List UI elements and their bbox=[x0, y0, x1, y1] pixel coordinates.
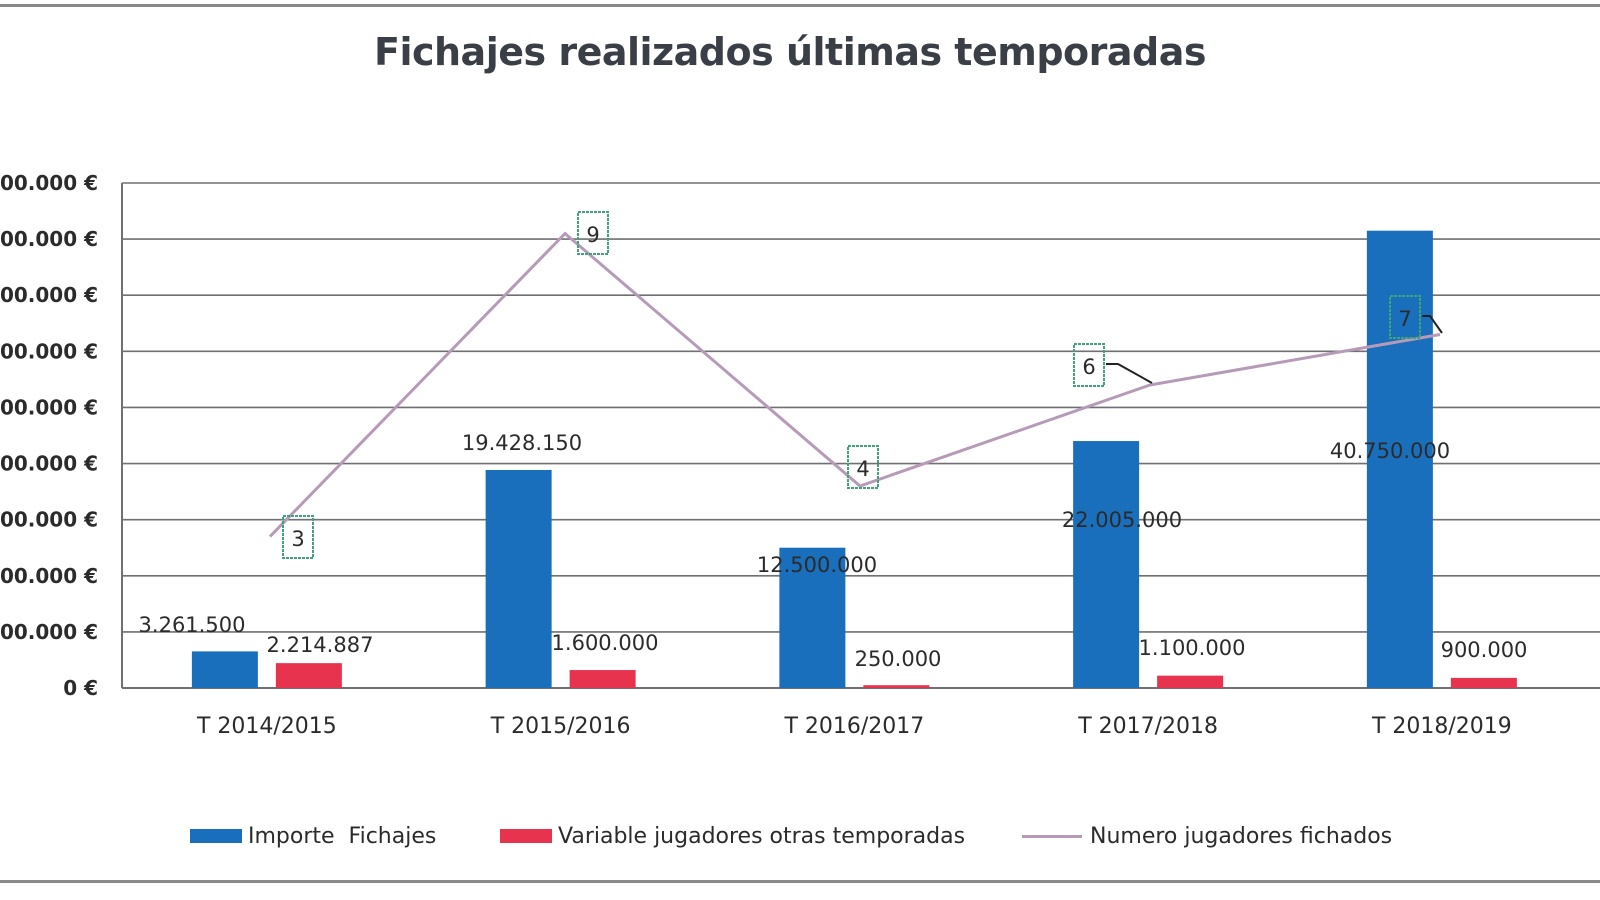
legend-item-numero: Numero jugadores fichados bbox=[1022, 820, 1392, 852]
bar-importe bbox=[485, 469, 552, 688]
gridlines bbox=[121, 182, 1600, 689]
x-tick-label: T 2018/2019 bbox=[1371, 714, 1512, 739]
leader-line bbox=[1422, 315, 1443, 334]
data-label-importe: 12.500.000 bbox=[757, 553, 877, 577]
x-axis-ticks: T 2014/2015 T 2015/2016 T 2016/2017 T 2017/… bbox=[196, 714, 1512, 739]
line-label-box bbox=[282, 515, 314, 559]
top-border bbox=[0, 4, 1600, 7]
line-label-box bbox=[577, 211, 609, 255]
data-label-variable: 1.100.000 bbox=[1139, 636, 1246, 660]
data-label-importe: 22.005.000 bbox=[1062, 508, 1182, 532]
legend: Importe Fichajes Variable jugadores otra… bbox=[0, 820, 1600, 852]
data-label-variable: 1.600.000 bbox=[552, 631, 659, 655]
x-tick-label: T 2016/2017 bbox=[783, 714, 924, 739]
data-label-variable: 900.000 bbox=[1441, 638, 1528, 662]
data-label-importe: 3.261.500 bbox=[139, 613, 246, 637]
data-label-numero: 3 bbox=[291, 527, 304, 551]
bar-importe bbox=[1366, 230, 1433, 688]
data-label-numero: 4 bbox=[856, 457, 869, 481]
x-tick-label: T 2017/2018 bbox=[1077, 714, 1218, 739]
data-label-variable: 2.214.887 bbox=[267, 633, 374, 657]
bar-importe bbox=[1073, 441, 1140, 688]
line-label-box bbox=[1389, 295, 1421, 339]
y-tick-label: 0 € bbox=[63, 676, 98, 700]
bar-variable bbox=[863, 685, 930, 688]
y-tick-label: 00.000 € bbox=[0, 564, 98, 588]
legend-item-importe: Importe Fichajes bbox=[190, 820, 436, 852]
legend-label: Numero jugadores fichados bbox=[1090, 823, 1393, 849]
bar-variable bbox=[275, 663, 342, 688]
bar-importe bbox=[779, 547, 846, 688]
legend-swatch-line bbox=[1022, 834, 1082, 838]
bar-series bbox=[191, 230, 1517, 688]
line-numero-jugadores bbox=[268, 231, 1441, 538]
line-label-box bbox=[847, 445, 879, 489]
x-tick-label: T 2015/2016 bbox=[490, 714, 631, 739]
legend-label: Variable jugadores otras temporadas bbox=[558, 823, 966, 849]
bar-variable bbox=[569, 670, 636, 688]
legend-swatch-red bbox=[500, 829, 552, 843]
y-tick-label: 00.000 € bbox=[0, 339, 98, 363]
y-tick-label: 00.000 € bbox=[0, 395, 98, 419]
legend-swatch-blue bbox=[190, 829, 242, 843]
y-tick-label: 00.000 € bbox=[0, 283, 98, 307]
line-series bbox=[268, 231, 1441, 538]
y-tick-label: 00.000 € bbox=[0, 171, 98, 195]
bar-variable bbox=[1450, 677, 1517, 688]
bar-importe bbox=[191, 651, 258, 688]
x-tick-label: T 2014/2015 bbox=[196, 714, 337, 739]
data-label-importe: 19.428.150 bbox=[462, 431, 582, 455]
y-tick-label: 00.000 € bbox=[0, 227, 98, 251]
data-label-numero: 7 bbox=[1398, 307, 1411, 331]
bottom-border bbox=[0, 880, 1600, 883]
leader-line bbox=[1106, 363, 1153, 384]
y-axis-ticks: 0 € 00.000 € 00.000 € 00.000 € 00.000 € 00.00… bbox=[0, 171, 98, 700]
y-tick-label: 00.000 € bbox=[0, 508, 98, 532]
legend-item-variable: Variable jugadores otras temporadas bbox=[500, 820, 965, 852]
data-label-importe: 40.750.000 bbox=[1330, 439, 1450, 463]
line-label-box bbox=[1073, 343, 1105, 387]
data-label-numero: 9 bbox=[586, 223, 599, 247]
data-labels: 3.261.500 19.428.150 12.500.000 22.005.000 4… bbox=[139, 211, 1528, 671]
data-label-numero: 6 bbox=[1082, 355, 1095, 379]
data-label-variable: 250.000 bbox=[855, 647, 942, 671]
y-tick-label: 00.000 € bbox=[0, 620, 98, 644]
chart-title: Fichajes realizados últimas temporadas bbox=[373, 30, 1207, 74]
bar-variable bbox=[1157, 675, 1224, 688]
legend-label: Importe Fichajes bbox=[248, 823, 437, 849]
y-tick-label: 00.000 € bbox=[0, 452, 98, 476]
